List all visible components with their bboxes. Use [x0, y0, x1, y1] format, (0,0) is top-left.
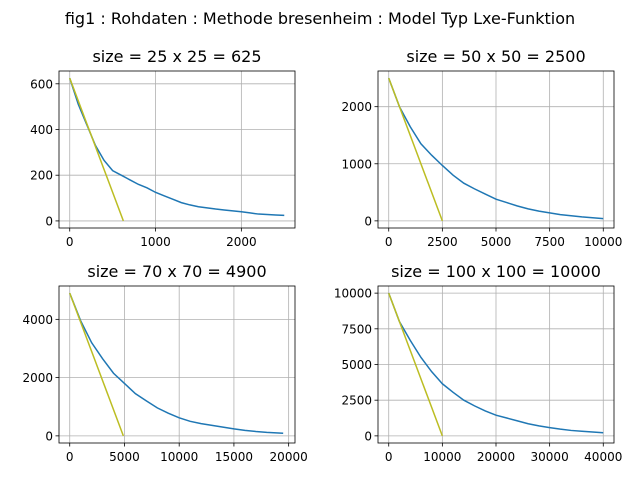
x-tick-label: 10000 — [423, 450, 461, 464]
x-tick-label: 2500 — [427, 235, 458, 249]
y-tick-label: 600 — [30, 77, 53, 91]
x-tick-label: 5000 — [109, 450, 140, 464]
series-line-linear — [388, 292, 444, 437]
x-tick-label: 0 — [385, 235, 393, 249]
subplot-1: 0 1000 2000 0 200 400 600 size = 25 x 25 = 625 — [30, 47, 296, 249]
series-line-measured — [69, 292, 284, 434]
x-tick-label: 1000 — [140, 235, 171, 249]
y-tick-label: 2500 — [341, 394, 372, 408]
x-tick-label: 30000 — [531, 450, 569, 464]
y-tick-label: 200 — [30, 169, 53, 183]
y-tick-label: 2000 — [22, 371, 53, 385]
y-tick-label: 1000 — [341, 157, 372, 171]
x-tick-label: 0 — [66, 450, 74, 464]
series-line-measured — [388, 77, 604, 220]
subplot-title: size = 50 x 50 = 2500 — [406, 47, 585, 66]
y-tick-label: 5000 — [341, 358, 372, 372]
y-tick-label: 0 — [364, 429, 372, 443]
x-tick-label: 15000 — [215, 450, 253, 464]
x-tick-label: 7500 — [534, 235, 565, 249]
subplot-title: size = 70 x 70 = 4900 — [87, 262, 266, 281]
subplot-title: size = 100 x 100 = 10000 — [391, 262, 601, 281]
y-tick-label: 2000 — [341, 100, 372, 114]
x-tick-label: 0 — [66, 235, 74, 249]
subplot-3: 0 5000 10000 15000 20000 0 2000 4000 size = 70 x… — [22, 262, 307, 464]
x-tick-label: 2000 — [226, 235, 257, 249]
axes-frame — [58, 70, 296, 229]
series-line-measured — [388, 292, 604, 434]
y-tick-label: 0 — [364, 214, 372, 228]
subplot-2: 0 2500 5000 7500 10000 0 1000 2000 size = 50 x 5… — [341, 47, 622, 249]
x-tick-label: 10000 — [160, 450, 198, 464]
y-tick-label: 400 — [30, 123, 53, 137]
x-tick-label: 10000 — [584, 235, 622, 249]
subplot-4: 0 10000 20000 30000 40000 0 2500 5000 7500 10000 s… — [334, 262, 623, 464]
y-tick-label: 0 — [45, 429, 53, 443]
y-tick-label: 7500 — [341, 322, 372, 336]
series-line-linear — [388, 77, 444, 222]
x-tick-label: 5000 — [481, 235, 512, 249]
x-tick-label: 20000 — [270, 450, 308, 464]
x-tick-label: 20000 — [477, 450, 515, 464]
x-tick-label: 0 — [385, 450, 393, 464]
series-line-linear — [69, 77, 125, 222]
series-line-linear — [69, 292, 125, 437]
y-tick-label: 0 — [45, 214, 53, 228]
x-tick-label: 40000 — [584, 450, 622, 464]
subplot-title: size = 25 x 25 = 625 — [92, 47, 261, 66]
y-tick-label: 4000 — [22, 313, 53, 327]
axes-frame — [58, 285, 296, 444]
series-line-measured — [69, 77, 285, 217]
figure-suptitle: fig1 : Rohdaten : Methode bresenheim : M… — [65, 9, 575, 28]
y-tick-label: 10000 — [334, 287, 372, 301]
